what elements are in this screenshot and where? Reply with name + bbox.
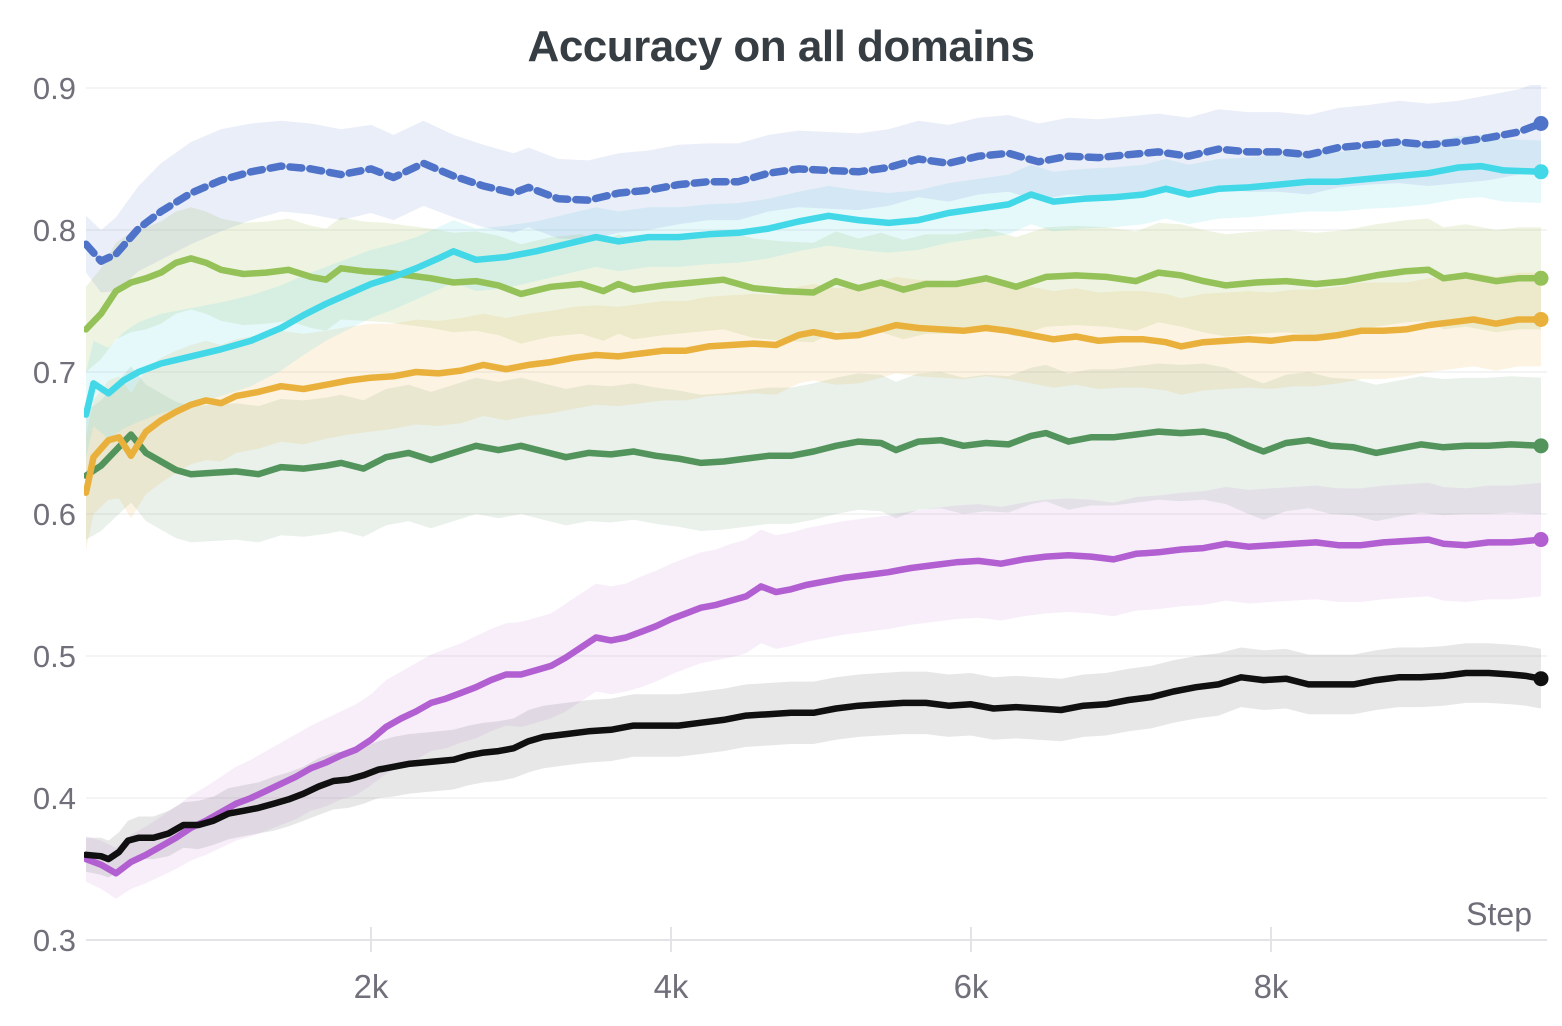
y-tick-label: 0.7 — [33, 355, 76, 390]
x-axis-label: Step — [1466, 896, 1532, 932]
orange-series-endpoint-dot — [1533, 311, 1549, 327]
blue-dashed-series-line — [84, 119, 1545, 265]
y-tick-label: 0.8 — [33, 213, 76, 248]
y-tick-label: 0.3 — [33, 923, 76, 958]
y-tick-label: 0.6 — [33, 497, 76, 532]
purple-series-band — [86, 482, 1541, 899]
cyan-series-band — [86, 134, 1541, 458]
x-tick-label: 8k — [1254, 968, 1289, 1005]
orange-series-band — [86, 272, 1541, 550]
chart-title: Accuracy on all domains — [527, 22, 1035, 71]
black-series-line — [84, 669, 1545, 863]
y-tick-label: 0.5 — [33, 639, 76, 674]
orange-series-line — [84, 316, 1545, 496]
black-series-endpoint-dot — [1533, 671, 1549, 687]
olive-series-endpoint-dot — [1533, 270, 1549, 286]
black-series-band — [86, 643, 1541, 878]
olive-series-line — [84, 255, 1545, 333]
green-series-endpoint-dot — [1533, 438, 1549, 454]
x-tick-label: 2k — [354, 968, 389, 1005]
x-tick-label: 4k — [654, 968, 689, 1005]
cyan-series-line — [84, 162, 1545, 418]
blue-dashed-series-band — [86, 85, 1541, 293]
blue-dashed-series-endpoint-dot — [1533, 116, 1549, 131]
y-tick-label: 0.9 — [33, 71, 76, 106]
green-series-line — [84, 428, 1545, 479]
cyan-series-endpoint-dot — [1533, 164, 1549, 180]
y-tick-label: 0.4 — [33, 781, 76, 816]
x-tick-label: 6k — [954, 968, 989, 1005]
purple-series-line — [84, 536, 1545, 877]
purple-series-endpoint-dot — [1533, 532, 1549, 548]
